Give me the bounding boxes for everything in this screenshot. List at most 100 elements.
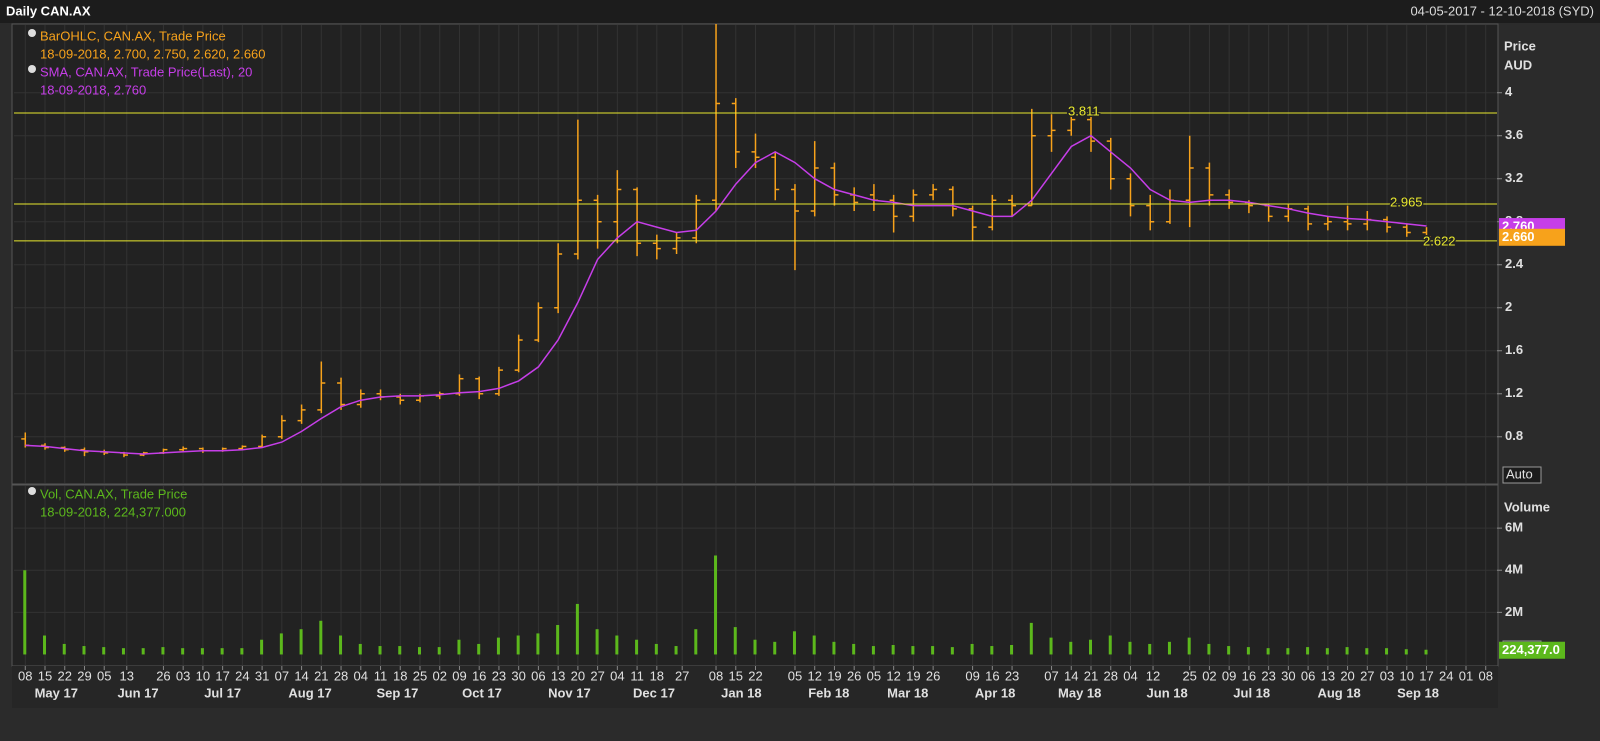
x-tick-label: 19 [906,668,920,683]
volume-bar [417,647,421,655]
legend-icon[interactable] [28,29,36,37]
volume-bar [970,643,974,655]
sma-line [25,134,1427,455]
volume-bar [812,635,816,655]
month-label: Jun 18 [1147,685,1188,700]
x-tick-label: 25 [413,668,427,683]
x-tick-label: 26 [926,668,940,683]
volume-bar [654,643,658,655]
x-axis-area [12,666,1498,708]
x-tick-label: 12 [807,668,821,683]
month-label: Aug 18 [1317,685,1360,700]
volume-bar [792,631,796,655]
volume-bar [358,643,362,655]
x-tick-label: 11 [374,668,388,683]
x-tick-label: 06 [1301,668,1315,683]
x-tick-label: 20 [571,668,585,683]
volume-bar [615,635,619,655]
x-tick-label: 22 [748,668,762,683]
volume-bar [1306,647,1310,655]
volume-bar [1069,641,1073,655]
month-label: Mar 18 [887,685,928,700]
month-label: May 18 [1058,685,1101,700]
volume-bar [181,648,185,655]
volume-bar [753,639,757,655]
x-tick-label: 16 [472,668,486,683]
volume-bar [62,643,66,655]
legend-icon[interactable] [28,487,36,495]
month-label: May 17 [35,685,78,700]
y-axis-title: Volume [1504,499,1550,514]
legend-text: BarOHLC, CAN.AX, Trade Price [40,28,226,43]
x-tick-label: 12 [886,668,900,683]
month-label: Jun 17 [117,685,158,700]
x-tick-label: 27 [675,668,689,683]
x-tick-label: 12 [1146,668,1160,683]
x-tick-label: 14 [294,668,308,683]
volume-bar [240,648,244,655]
value-tag-label: 2.660 [1502,229,1535,244]
y-tick-label: 3.6 [1505,127,1523,142]
x-tick-label: 05 [867,668,881,683]
x-tick-label: 06 [531,668,545,683]
volume-bar [931,646,935,655]
x-tick-label: 22 [58,668,72,683]
volume-bar [871,646,875,655]
volume-bar [141,648,145,655]
x-tick-label: 18 [393,668,407,683]
volume-bar [595,629,599,655]
x-tick-label: 16 [985,668,999,683]
legend-text: 18-09-2018, 2.700, 2.750, 2.620, 2.660 [40,46,266,61]
x-tick-label: 04 [610,668,624,683]
value-tag [1499,641,1565,659]
x-tick-label: 01 [1459,668,1473,683]
volume-bar [398,646,402,655]
y-tick-label: 0.8 [1505,428,1523,443]
x-tick-label: 26 [156,668,170,683]
value-tag-label: 224,377.0 [1502,642,1560,657]
y-tick-label: 1.6 [1505,342,1523,357]
header-bar [0,0,1600,23]
y-tick-label: 1.2 [1505,385,1523,400]
x-tick-label: 20 [1340,668,1354,683]
volume-bar [102,647,106,655]
volume-bar [1227,646,1231,655]
x-tick-label: 13 [551,668,565,683]
plot-area [14,24,1497,483]
volume-bar [990,646,994,655]
auto-button[interactable] [1502,466,1542,484]
auto-button-label[interactable]: Auto [1506,466,1533,481]
x-tick-label: 30 [1281,668,1295,683]
volume-bar [635,639,639,655]
level-label: 2.622 [1423,233,1456,248]
volume-bar [1029,622,1033,655]
volume-bar [496,637,500,655]
volume-bar [891,644,895,655]
volume-bar [1404,649,1408,655]
legend-text: Vol, CAN.AX, Trade Price [40,486,187,501]
volume-bar [1266,648,1270,655]
volume-bar [339,635,343,655]
x-tick-label: 08 [18,668,32,683]
volume-bar [1246,647,1250,655]
y-axis-title: Price [1504,38,1536,53]
level-label: 2.965 [1390,194,1423,209]
legend-icon[interactable] [28,65,36,73]
x-tick-label: 21 [1084,668,1098,683]
chart-title: Daily CAN.AX [6,3,91,18]
x-tick-label: 05 [788,668,802,683]
volume-bar [477,643,481,655]
legend-text: 18-09-2018, 2.760 [40,82,146,97]
month-label: Dec 17 [633,685,675,700]
x-tick-label: 07 [1044,668,1058,683]
x-tick-label: 05 [97,668,111,683]
month-label: Sep 18 [1397,685,1439,700]
volume-bar [220,648,224,655]
x-tick-label: 14 [1064,668,1078,683]
x-tick-label: 09 [965,668,979,683]
legend-text: 18-09-2018, 224,377.000 [40,504,186,519]
volume-bar [279,633,283,655]
y-tick-label: 4 [1505,84,1513,99]
x-tick-label: 24 [1439,668,1453,683]
